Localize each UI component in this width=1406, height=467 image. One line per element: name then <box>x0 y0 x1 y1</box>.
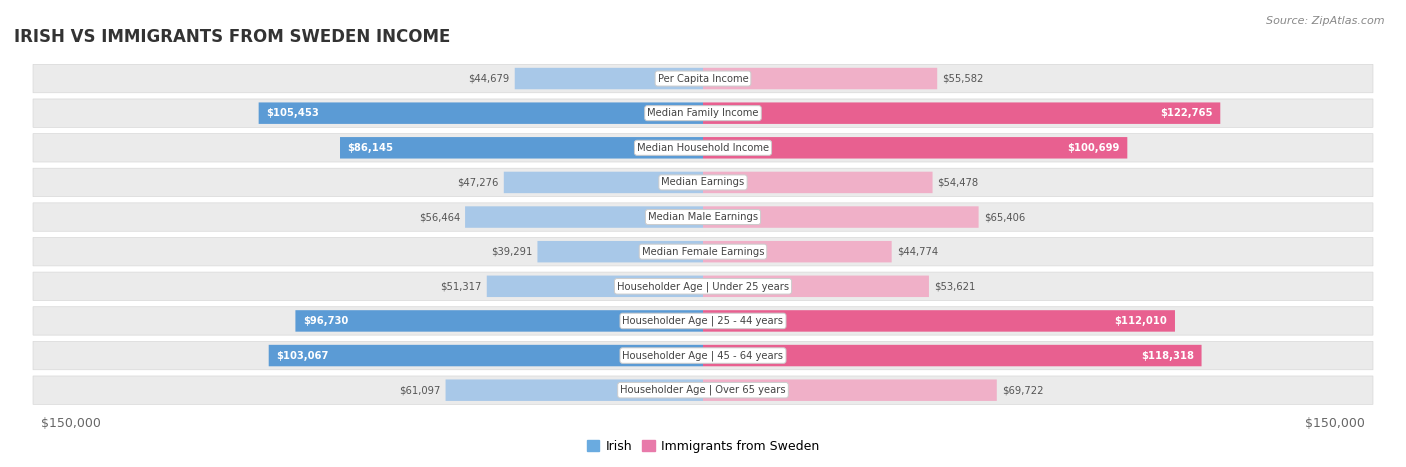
FancyBboxPatch shape <box>32 238 1374 266</box>
Text: $39,291: $39,291 <box>491 247 533 257</box>
Legend: Irish, Immigrants from Sweden: Irish, Immigrants from Sweden <box>582 435 824 458</box>
FancyBboxPatch shape <box>703 137 1128 158</box>
FancyBboxPatch shape <box>465 206 703 228</box>
Text: $44,679: $44,679 <box>468 73 510 84</box>
Text: $96,730: $96,730 <box>304 316 349 326</box>
FancyBboxPatch shape <box>32 376 1374 404</box>
FancyBboxPatch shape <box>32 341 1374 370</box>
Text: Householder Age | Under 25 years: Householder Age | Under 25 years <box>617 281 789 291</box>
Text: Householder Age | 25 - 44 years: Householder Age | 25 - 44 years <box>623 316 783 326</box>
FancyBboxPatch shape <box>486 276 703 297</box>
Text: $103,067: $103,067 <box>277 351 329 361</box>
FancyBboxPatch shape <box>537 241 703 262</box>
Text: Per Capita Income: Per Capita Income <box>658 73 748 84</box>
Text: $105,453: $105,453 <box>266 108 319 118</box>
FancyBboxPatch shape <box>446 380 703 401</box>
Text: $61,097: $61,097 <box>399 385 440 395</box>
Text: Median Male Earnings: Median Male Earnings <box>648 212 758 222</box>
FancyBboxPatch shape <box>703 241 891 262</box>
Text: $86,145: $86,145 <box>347 143 394 153</box>
Text: $47,276: $47,276 <box>457 177 499 187</box>
FancyBboxPatch shape <box>32 168 1374 197</box>
Text: $54,478: $54,478 <box>938 177 979 187</box>
Text: $55,582: $55,582 <box>942 73 984 84</box>
Text: Householder Age | Over 65 years: Householder Age | Over 65 years <box>620 385 786 396</box>
FancyBboxPatch shape <box>703 380 997 401</box>
FancyBboxPatch shape <box>32 272 1374 300</box>
Text: $65,406: $65,406 <box>984 212 1025 222</box>
Text: $112,010: $112,010 <box>1115 316 1167 326</box>
FancyBboxPatch shape <box>703 68 938 89</box>
FancyBboxPatch shape <box>340 137 703 158</box>
Text: Median Earnings: Median Earnings <box>661 177 745 187</box>
FancyBboxPatch shape <box>32 99 1374 127</box>
Text: $56,464: $56,464 <box>419 212 460 222</box>
FancyBboxPatch shape <box>515 68 703 89</box>
FancyBboxPatch shape <box>703 206 979 228</box>
Text: $122,765: $122,765 <box>1160 108 1213 118</box>
Text: Median Household Income: Median Household Income <box>637 143 769 153</box>
Text: IRISH VS IMMIGRANTS FROM SWEDEN INCOME: IRISH VS IMMIGRANTS FROM SWEDEN INCOME <box>14 28 450 46</box>
Text: $53,621: $53,621 <box>934 281 976 291</box>
Text: $118,318: $118,318 <box>1142 351 1194 361</box>
FancyBboxPatch shape <box>295 310 703 332</box>
FancyBboxPatch shape <box>32 307 1374 335</box>
FancyBboxPatch shape <box>32 64 1374 93</box>
FancyBboxPatch shape <box>259 102 703 124</box>
FancyBboxPatch shape <box>703 276 929 297</box>
Text: $51,317: $51,317 <box>440 281 482 291</box>
Text: $100,699: $100,699 <box>1067 143 1119 153</box>
Text: Median Female Earnings: Median Female Earnings <box>641 247 765 257</box>
FancyBboxPatch shape <box>269 345 703 366</box>
Text: Source: ZipAtlas.com: Source: ZipAtlas.com <box>1267 16 1385 26</box>
Text: $69,722: $69,722 <box>1002 385 1043 395</box>
Text: Householder Age | 45 - 64 years: Householder Age | 45 - 64 years <box>623 350 783 361</box>
FancyBboxPatch shape <box>703 345 1202 366</box>
FancyBboxPatch shape <box>703 102 1220 124</box>
FancyBboxPatch shape <box>32 203 1374 231</box>
Text: $44,774: $44,774 <box>897 247 938 257</box>
FancyBboxPatch shape <box>703 310 1175 332</box>
FancyBboxPatch shape <box>32 134 1374 162</box>
FancyBboxPatch shape <box>703 172 932 193</box>
Text: Median Family Income: Median Family Income <box>647 108 759 118</box>
FancyBboxPatch shape <box>503 172 703 193</box>
